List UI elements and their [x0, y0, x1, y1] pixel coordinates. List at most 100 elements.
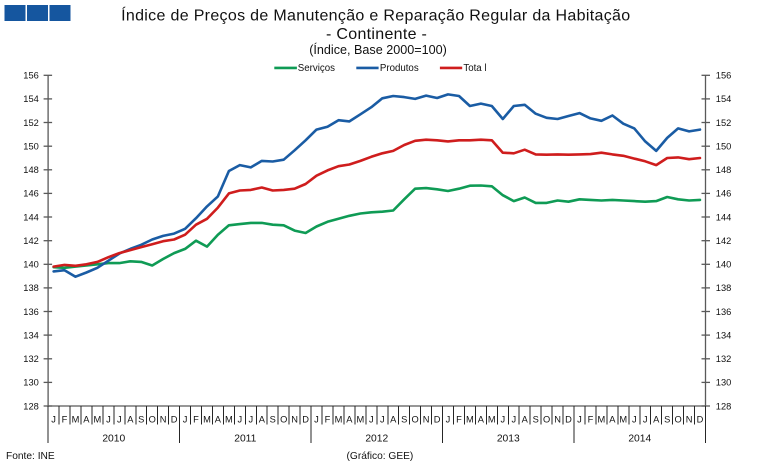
svg-text:Fonte: INE: Fonte: INE — [6, 451, 55, 462]
svg-text:M: M — [598, 414, 606, 424]
svg-text:(Índice, Base 2000=100): (Índice, Base 2000=100) — [309, 42, 447, 57]
svg-text:N: N — [291, 414, 298, 424]
svg-text:134: 134 — [716, 330, 732, 340]
svg-text:142: 142 — [716, 236, 732, 246]
svg-text:J: J — [632, 414, 637, 424]
svg-text:M: M — [335, 414, 343, 424]
svg-text:A: A — [609, 414, 616, 424]
svg-text:D: D — [697, 414, 704, 424]
svg-text:O: O — [543, 414, 550, 424]
svg-text:N: N — [554, 414, 561, 424]
svg-text:- Continente -: - Continente - — [326, 26, 427, 43]
svg-text:A: A — [127, 414, 134, 424]
svg-text:Produtos: Produtos — [380, 63, 419, 74]
svg-text:O: O — [411, 414, 418, 424]
svg-text:A: A — [83, 414, 90, 424]
svg-text:F: F — [193, 414, 199, 424]
svg-text:A: A — [346, 414, 353, 424]
svg-text:150: 150 — [716, 142, 732, 152]
svg-text:D: D — [302, 414, 309, 424]
svg-text:146: 146 — [716, 189, 732, 199]
svg-text:132: 132 — [23, 354, 39, 364]
svg-text:J: J — [51, 414, 56, 424]
svg-text:128: 128 — [23, 401, 39, 411]
svg-text:132: 132 — [716, 354, 732, 364]
svg-text:152: 152 — [716, 118, 732, 128]
svg-text:2014: 2014 — [628, 434, 651, 445]
svg-text:D: D — [434, 414, 441, 424]
svg-text:F: F — [456, 414, 462, 424]
svg-text:148: 148 — [23, 165, 39, 175]
svg-text:Índice de Preços de Manutenção: Índice de Preços de Manutenção e Reparaç… — [121, 6, 630, 25]
svg-text:F: F — [588, 414, 594, 424]
svg-text:N: N — [686, 414, 693, 424]
svg-text:A: A — [653, 414, 660, 424]
svg-text:2013: 2013 — [497, 434, 520, 445]
svg-text:A: A — [390, 414, 397, 424]
svg-text:J: J — [106, 414, 111, 424]
svg-text:J: J — [314, 414, 319, 424]
svg-text:D: D — [171, 414, 178, 424]
svg-text:J: J — [380, 414, 385, 424]
svg-text:136: 136 — [716, 307, 732, 317]
svg-text:S: S — [664, 414, 670, 424]
svg-text:128: 128 — [716, 401, 732, 411]
svg-text:J: J — [446, 414, 451, 424]
svg-text:J: J — [577, 414, 582, 424]
svg-text:Serviços: Serviços — [298, 63, 335, 74]
svg-text:A: A — [259, 414, 266, 424]
svg-text:D: D — [565, 414, 572, 424]
svg-text:136: 136 — [23, 307, 39, 317]
svg-text:M: M — [488, 414, 496, 424]
svg-text:Tota l: Tota l — [463, 63, 486, 74]
svg-text:M: M — [72, 414, 80, 424]
svg-text:J: J — [237, 414, 242, 424]
svg-text:M: M — [203, 414, 211, 424]
svg-text:S: S — [533, 414, 539, 424]
svg-text:S: S — [138, 414, 144, 424]
svg-text:O: O — [149, 414, 156, 424]
svg-text:M: M — [466, 414, 474, 424]
svg-text:2010: 2010 — [102, 434, 125, 445]
svg-text:138: 138 — [23, 283, 39, 293]
svg-text:140: 140 — [716, 260, 732, 270]
svg-text:156: 156 — [23, 71, 39, 81]
svg-text:M: M — [94, 414, 102, 424]
svg-text:146: 146 — [23, 189, 39, 199]
svg-text:154: 154 — [716, 94, 732, 104]
svg-text:2011: 2011 — [234, 434, 256, 445]
svg-text:M: M — [619, 414, 627, 424]
svg-text:F: F — [325, 414, 331, 424]
svg-text:154: 154 — [23, 94, 39, 104]
svg-text:J: J — [183, 414, 188, 424]
svg-text:J: J — [511, 414, 516, 424]
svg-text:F: F — [62, 414, 68, 424]
svg-text:138: 138 — [716, 283, 732, 293]
svg-text:148: 148 — [716, 165, 732, 175]
svg-text:156: 156 — [716, 71, 732, 81]
svg-text:J: J — [248, 414, 253, 424]
svg-text:134: 134 — [23, 330, 39, 340]
svg-text:J: J — [500, 414, 505, 424]
svg-text:J: J — [643, 414, 648, 424]
svg-text:O: O — [674, 414, 681, 424]
svg-text:144: 144 — [23, 212, 39, 222]
svg-text:J: J — [117, 414, 122, 424]
svg-text:A: A — [215, 414, 222, 424]
svg-text:130: 130 — [716, 378, 732, 388]
svg-text:(Gráfico: GEE): (Gráfico: GEE) — [347, 451, 414, 462]
svg-text:O: O — [280, 414, 287, 424]
svg-text:M: M — [225, 414, 233, 424]
svg-text:A: A — [478, 414, 485, 424]
svg-text:S: S — [401, 414, 407, 424]
svg-text:150: 150 — [23, 142, 39, 152]
svg-text:2012: 2012 — [365, 434, 388, 445]
svg-text:J: J — [369, 414, 374, 424]
svg-text:A: A — [522, 414, 529, 424]
svg-text:N: N — [160, 414, 167, 424]
svg-text:M: M — [357, 414, 365, 424]
svg-text:140: 140 — [23, 260, 39, 270]
svg-text:144: 144 — [716, 212, 732, 222]
svg-text:142: 142 — [23, 236, 39, 246]
svg-text:S: S — [270, 414, 276, 424]
